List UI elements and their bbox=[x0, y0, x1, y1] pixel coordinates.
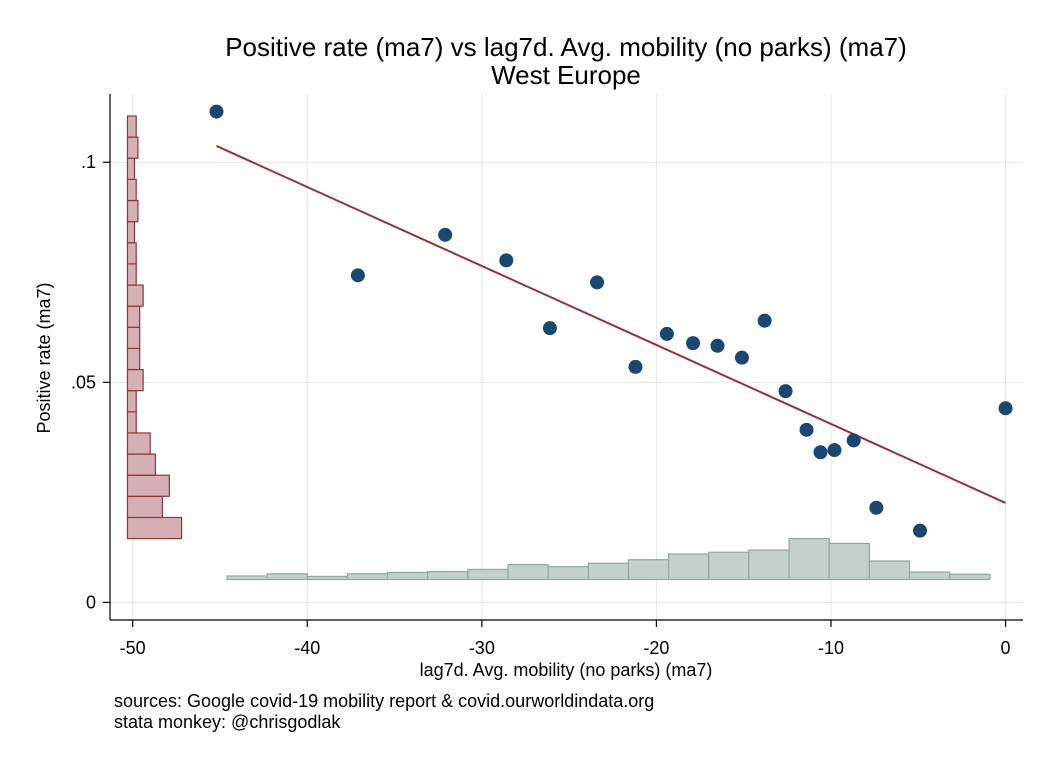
x-hist-bar-3 bbox=[346, 573, 389, 581]
fit-line bbox=[216, 145, 1006, 504]
x-histogram bbox=[226, 537, 991, 581]
y-tick-label-2: .1 bbox=[81, 152, 96, 172]
author-note: stata monkey: @chrisgodlak bbox=[114, 712, 341, 732]
sources-note: sources: Google covid-19 mobility report… bbox=[114, 691, 655, 711]
data-point-15 bbox=[827, 443, 842, 458]
y-hist-bar-11 bbox=[126, 284, 144, 307]
y-tick-label-1: .05 bbox=[71, 372, 96, 392]
fit-line-layer bbox=[216, 145, 1006, 504]
points-layer bbox=[209, 104, 1013, 538]
y-axis-label: Positive rate (ma7) bbox=[34, 282, 54, 433]
x-hist-bar-6 bbox=[467, 568, 509, 581]
chart-title: Positive rate (ma7) vs lag7d. Avg. mobil… bbox=[225, 32, 907, 62]
x-tick-label-3: -20 bbox=[643, 638, 669, 658]
data-point-2 bbox=[438, 227, 453, 242]
y-hist-bar-12 bbox=[126, 263, 137, 286]
x-hist-bar-10 bbox=[627, 559, 670, 581]
y-hist-bar-0 bbox=[126, 516, 183, 540]
y-histogram bbox=[126, 115, 183, 540]
x-hist-bar-18 bbox=[949, 573, 991, 581]
x-hist-bar-7 bbox=[507, 563, 549, 581]
x-tick-label-1: -40 bbox=[294, 638, 320, 658]
x-hist-bar-2 bbox=[306, 575, 349, 581]
y-tick-label-0: 0 bbox=[86, 592, 96, 612]
y-hist-bar-17 bbox=[126, 157, 136, 180]
grid-layer bbox=[110, 94, 1023, 620]
y-hist-bar-1 bbox=[126, 495, 163, 519]
y-hist-bar-14 bbox=[126, 221, 136, 244]
data-point-11 bbox=[757, 313, 772, 328]
x-hist-bar-1 bbox=[266, 573, 308, 581]
chart-subtitle: West Europe bbox=[491, 60, 641, 90]
x-tick-label-4: -10 bbox=[818, 638, 844, 658]
data-point-16 bbox=[846, 433, 861, 448]
y-hist-bar-8 bbox=[126, 347, 141, 371]
y-hist-bar-15 bbox=[126, 199, 139, 223]
x-hist-bar-15 bbox=[828, 542, 870, 581]
x-hist-bar-4 bbox=[386, 571, 429, 581]
data-point-17 bbox=[869, 500, 884, 515]
y-hist-bar-4 bbox=[126, 432, 151, 455]
y-hist-bar-18 bbox=[126, 136, 139, 159]
data-point-18 bbox=[913, 523, 928, 538]
data-point-19 bbox=[998, 401, 1013, 416]
x-hist-bar-0 bbox=[226, 575, 268, 581]
data-point-12 bbox=[778, 384, 793, 399]
axes: -50 -40 -30 -20 -10 0 0 .05 .1 bbox=[71, 94, 1023, 658]
x-hist-bar-9 bbox=[587, 562, 630, 581]
data-point-1 bbox=[350, 268, 365, 283]
data-point-3 bbox=[499, 253, 514, 268]
x-hist-bar-16 bbox=[868, 560, 911, 581]
data-point-7 bbox=[659, 326, 674, 341]
data-point-13 bbox=[799, 422, 814, 437]
y-hist-bar-7 bbox=[126, 368, 144, 392]
y-hist-bar-19 bbox=[126, 115, 137, 138]
x-hist-bar-8 bbox=[547, 566, 589, 581]
x-tick-label-0: -50 bbox=[120, 638, 146, 658]
data-point-10 bbox=[734, 350, 749, 365]
x-hist-bar-5 bbox=[427, 570, 469, 581]
data-point-14 bbox=[813, 445, 828, 460]
data-point-0 bbox=[209, 104, 224, 119]
y-hist-bar-16 bbox=[126, 178, 137, 202]
x-hist-bar-11 bbox=[668, 553, 710, 581]
data-point-5 bbox=[590, 275, 605, 290]
y-hist-bar-6 bbox=[126, 390, 137, 413]
x-axis-label: lag7d. Avg. mobility (no parks) (ma7) bbox=[420, 660, 713, 680]
x-hist-bar-14 bbox=[788, 537, 830, 581]
data-point-6 bbox=[628, 359, 643, 374]
x-hist-bar-13 bbox=[748, 549, 790, 581]
data-point-8 bbox=[686, 336, 701, 351]
data-point-4 bbox=[542, 321, 557, 336]
data-point-9 bbox=[710, 338, 725, 353]
y-hist-bar-9 bbox=[126, 326, 141, 350]
x-hist-bar-12 bbox=[708, 551, 750, 581]
y-hist-bar-5 bbox=[126, 411, 137, 434]
x-tick-label-2: -30 bbox=[469, 638, 495, 658]
x-hist-bar-17 bbox=[908, 571, 951, 581]
y-hist-bar-2 bbox=[126, 474, 170, 497]
y-hist-bar-10 bbox=[126, 305, 141, 328]
y-hist-bar-3 bbox=[126, 453, 156, 476]
y-hist-bar-13 bbox=[126, 242, 137, 265]
x-tick-label-5: 0 bbox=[1001, 638, 1011, 658]
